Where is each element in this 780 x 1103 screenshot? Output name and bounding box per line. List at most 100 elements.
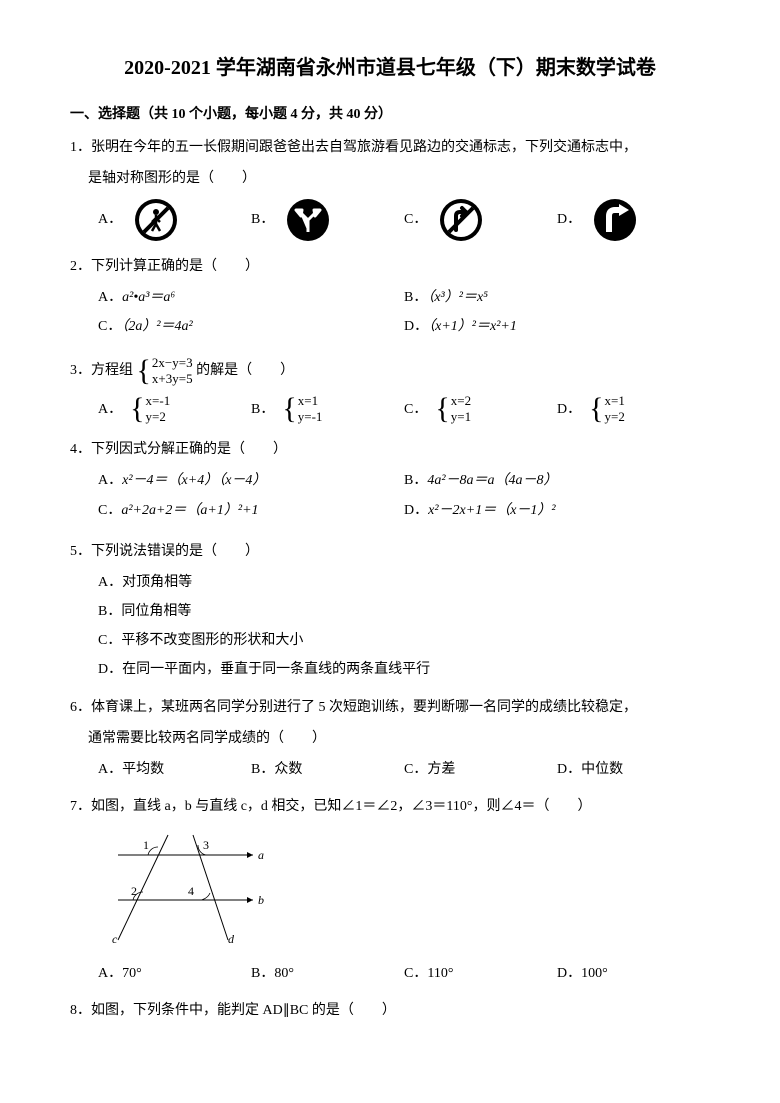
- q8-stem: 8．如图，下列条件中，能判定 AD∥BC 的是（ ）: [70, 998, 710, 1023]
- question-4: 4．下列因式分解正确的是（ ） A．x²－4＝（x+4）（x－4） B．4a²－…: [70, 437, 710, 527]
- question-2: 2．下列计算正确的是（ ） A．a²•a³＝a⁶ B．（x³）²＝x⁵ C．（2…: [70, 254, 710, 344]
- q1-option-a[interactable]: A．: [98, 198, 251, 242]
- option-label: D．: [404, 319, 428, 334]
- brace-icon: {: [137, 356, 151, 386]
- brace-icon: {: [282, 394, 296, 424]
- sol-y: y=2: [605, 409, 625, 425]
- option-label: B．: [404, 290, 427, 305]
- q3-option-b[interactable]: B． {x=1y=-1: [251, 393, 404, 425]
- option-label: A．: [98, 397, 122, 422]
- q3-option-a[interactable]: A． {x=-1y=2: [98, 393, 251, 425]
- q3-option-c[interactable]: C． {x=2y=1: [404, 393, 557, 425]
- option-label: C．: [404, 397, 427, 422]
- brace-icon: {: [589, 394, 603, 424]
- sol-x: x=1: [298, 393, 323, 409]
- option-expr: （2a）²＝4a²: [121, 319, 192, 334]
- q5-option-b[interactable]: B．同位角相等: [98, 599, 710, 624]
- q5-option-c[interactable]: C．平移不改变图形的形状和大小: [98, 628, 710, 653]
- no-pedestrian-icon: [134, 198, 178, 242]
- option-expr: 4a²－8a＝a（4a－8）: [427, 473, 557, 488]
- q6-stem-line2: 通常需要比较两名同学成绩的（ ）: [70, 726, 710, 751]
- svg-text:4: 4: [188, 884, 194, 898]
- option-label: B．: [404, 473, 427, 488]
- q2-option-d[interactable]: D．（x+1）²＝x²+1: [404, 314, 710, 339]
- option-expr: x²－2x+1＝（x－1）²: [428, 503, 555, 518]
- option-expr: （x³）²＝x⁵: [427, 290, 488, 305]
- q6-option-b[interactable]: B．众数: [251, 757, 404, 782]
- q5-stem: 5．下列说法错误的是（ ）: [70, 539, 710, 564]
- q2-option-a[interactable]: A．a²•a³＝a⁶: [98, 285, 404, 310]
- question-1: 1．张明在今年的五一长假期间跟爸爸出去自驾旅游看见路边的交通标志，下列交通标志中…: [70, 135, 710, 241]
- sol-y: y=-1: [298, 409, 323, 425]
- q6-option-d[interactable]: D．中位数: [557, 757, 710, 782]
- svg-text:d: d: [228, 932, 235, 945]
- exam-title: 2020-2021 学年湖南省永州市道县七年级（下）期末数学试卷: [70, 50, 710, 86]
- sol-y: y=1: [451, 409, 471, 425]
- q4-option-b[interactable]: B．4a²－8a＝a（4a－8）: [404, 468, 710, 493]
- q3-stem-pre: 3．方程组: [70, 363, 133, 378]
- fork-arrows-icon: [286, 198, 330, 242]
- turn-right-icon: [593, 198, 637, 242]
- q5-option-d[interactable]: D．在同一平面内，垂直于同一条直线的两条直线平行: [98, 657, 710, 682]
- svg-text:1: 1: [143, 838, 149, 852]
- q1-stem-line1: 1．张明在今年的五一长假期间跟爸爸出去自驾旅游看见路边的交通标志，下列交通标志中…: [70, 135, 710, 160]
- section-1-header: 一、选择题（共 10 个小题，每小题 4 分，共 40 分）: [70, 102, 710, 127]
- svg-text:c: c: [112, 932, 118, 945]
- q3-option-d[interactable]: D． {x=1y=2: [557, 393, 710, 425]
- q3-stem-post: 的解是（ ）: [196, 363, 294, 378]
- q7-option-a[interactable]: A．70°: [98, 961, 251, 986]
- option-label: C．: [404, 207, 427, 232]
- sys-eq-1: 2x−y=3: [152, 355, 193, 371]
- sol-x: x=2: [451, 393, 471, 409]
- sys-eq-2: x+3y=5: [152, 371, 193, 387]
- option-label: D．: [557, 397, 581, 422]
- no-right-turn-icon: [439, 198, 483, 242]
- svg-text:a: a: [258, 848, 264, 862]
- q6-option-a[interactable]: A．平均数: [98, 757, 251, 782]
- svg-text:2: 2: [131, 884, 137, 898]
- q1-option-d[interactable]: D．: [557, 198, 710, 242]
- option-expr: a²+2a+2＝（a+1）²+1: [121, 503, 258, 518]
- q2-stem: 2．下列计算正确的是（ ）: [70, 254, 710, 279]
- q1-option-c[interactable]: C．: [404, 198, 557, 242]
- q1-stem-line2: 是轴对称图形的是（ ）: [70, 166, 710, 191]
- brace-icon: {: [130, 394, 144, 424]
- sol-x: x=1: [605, 393, 625, 409]
- q4-option-a[interactable]: A．x²－4＝（x+4）（x－4）: [98, 468, 404, 493]
- q7-option-c[interactable]: C．110°: [404, 961, 557, 986]
- option-label: A．: [98, 473, 122, 488]
- q4-option-c[interactable]: C．a²+2a+2＝（a+1）²+1: [98, 498, 404, 523]
- option-label: B．: [251, 207, 274, 232]
- option-label: A．: [98, 290, 122, 305]
- brace-icon: {: [435, 394, 449, 424]
- question-8: 8．如图，下列条件中，能判定 AD∥BC 的是（ ）: [70, 998, 710, 1023]
- q7-option-b[interactable]: B．80°: [251, 961, 404, 986]
- question-5: 5．下列说法错误的是（ ） A．对顶角相等 B．同位角相等 C．平移不改变图形的…: [70, 539, 710, 683]
- q5-option-a[interactable]: A．对顶角相等: [98, 570, 710, 595]
- question-6: 6．体育课上，某班两名同学分别进行了 5 次短跑训练，要判断哪一名同学的成绩比较…: [70, 695, 710, 783]
- q1-option-b[interactable]: B．: [251, 198, 404, 242]
- option-expr: （x+1）²＝x²+1: [428, 319, 517, 334]
- svg-text:b: b: [258, 893, 264, 907]
- option-label: B．: [251, 397, 274, 422]
- q4-stem: 4．下列因式分解正确的是（ ）: [70, 437, 710, 462]
- option-expr: a²•a³＝a⁶: [122, 290, 175, 305]
- question-7: 7．如图，直线 a，b 与直线 c，d 相交，已知∠1＝∠2，∠3＝110°，则…: [70, 794, 710, 986]
- q2-option-b[interactable]: B．（x³）²＝x⁵: [404, 285, 710, 310]
- option-label: D．: [404, 503, 428, 518]
- q7-figure: a b c d 1 3 2 4: [98, 825, 710, 954]
- sol-x: x=-1: [146, 393, 171, 409]
- q6-stem-line1: 6．体育课上，某班两名同学分别进行了 5 次短跑训练，要判断哪一名同学的成绩比较…: [70, 695, 710, 720]
- q2-option-c[interactable]: C．（2a）²＝4a²: [98, 314, 404, 339]
- q4-option-d[interactable]: D．x²－2x+1＝（x－1）²: [404, 498, 710, 523]
- option-label: C．: [98, 319, 121, 334]
- option-label: D．: [557, 207, 581, 232]
- q7-option-d[interactable]: D．100°: [557, 961, 710, 986]
- q7-stem: 7．如图，直线 a，b 与直线 c，d 相交，已知∠1＝∠2，∠3＝110°，则…: [70, 794, 710, 819]
- q6-option-c[interactable]: C．方差: [404, 757, 557, 782]
- sol-y: y=2: [146, 409, 171, 425]
- option-expr: x²－4＝（x+4）（x－4）: [122, 473, 266, 488]
- svg-text:3: 3: [203, 838, 209, 852]
- question-3: 3．方程组 { 2x−y=3 x+3y=5 的解是（ ） A． {x=-1y=2…: [70, 355, 710, 425]
- option-label: C．: [98, 503, 121, 518]
